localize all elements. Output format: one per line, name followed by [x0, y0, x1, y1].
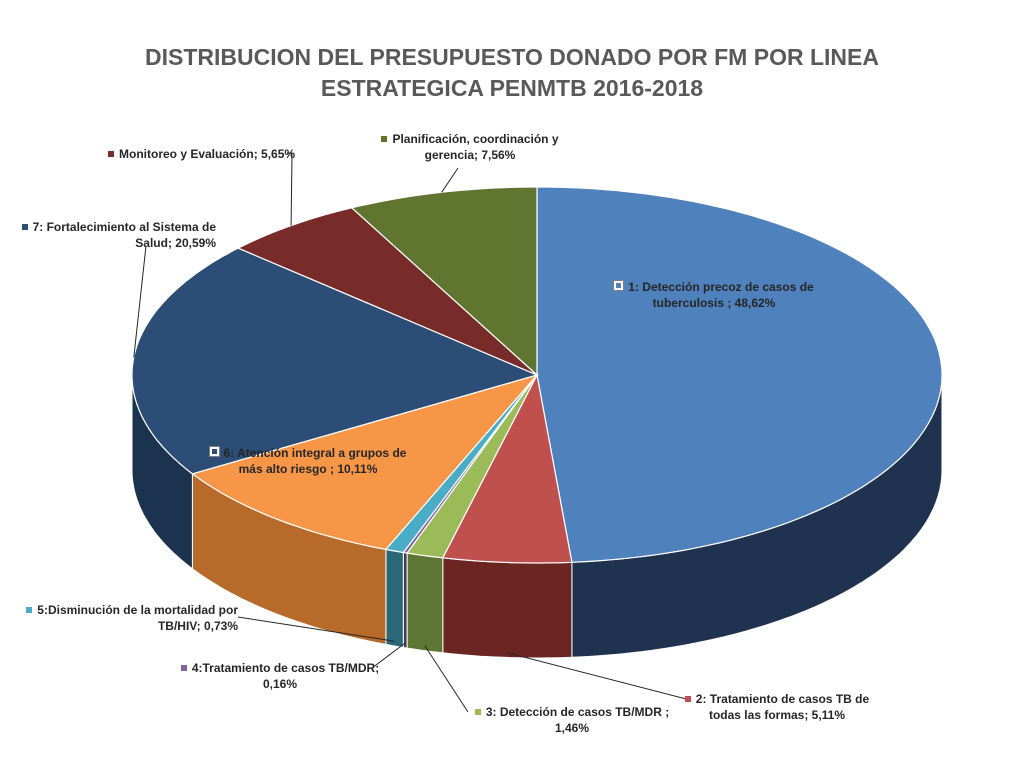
slice-label-2: 2: Tratamiento de casos TB de todas las … — [672, 691, 882, 723]
pie-tops — [131, 186, 943, 564]
leader-lines — [133, 152, 691, 713]
legend-marker-4 — [180, 665, 187, 671]
leader-line-2 — [506, 652, 691, 701]
leader-line-3 — [424, 645, 469, 713]
legend-marker-2 — [684, 696, 691, 702]
legend-marker-1 — [613, 280, 625, 291]
pie-sides — [131, 374, 943, 659]
slice-label-8: Monitoreo y Evaluación; 5,65% — [108, 146, 348, 162]
legend-marker-9 — [381, 136, 388, 142]
pie-slice-3 — [406, 374, 538, 559]
leader-line-5 — [237, 616, 395, 642]
leader-line-7 — [133, 245, 147, 358]
slice-label-4: 4:Tratamiento de casos TB/MDR; 0,16% — [170, 660, 390, 692]
leader-line-4 — [371, 642, 406, 669]
slice-label-6: 6: Atención integral a grupos de más alt… — [198, 445, 418, 477]
pie-slice-2 — [441, 373, 573, 564]
chart-title: DISTRIBUCION DEL PRESUPUESTO DONADO POR … — [0, 42, 1024, 104]
pie-slice-6 — [191, 373, 539, 551]
chart-title-line1: DISTRIBUCION DEL PRESUPUESTO DONADO POR … — [145, 44, 879, 70]
pie-side-2 — [442, 557, 573, 659]
slice-label-9: Planificación, coordinación y gerencia; … — [370, 131, 570, 163]
slice-label-1: 1: Detección precoz de casos de tubercul… — [584, 279, 844, 311]
legend-marker-7 — [21, 224, 28, 230]
leader-line-9 — [441, 167, 459, 193]
legend-marker-3 — [474, 709, 481, 715]
chart-title-line2: ESTRATEGICA PENMTB 2016-2018 — [320, 75, 704, 101]
pie-side-4 — [402, 551, 408, 649]
slice-label-5: 5:Disminución de la mortalidad por TB/HI… — [20, 602, 238, 634]
slice-label-3: 3: Detección de casos TB/MDR ; 1,46% — [462, 704, 682, 736]
legend-marker-6 — [208, 446, 220, 457]
legend-marker-8 — [108, 151, 114, 157]
legend-marker-5 — [26, 607, 33, 613]
pie-side-3 — [406, 552, 444, 654]
slice-label-7: 7: Fortalecimiento al Sistema de Salud; … — [20, 219, 216, 251]
pie-slice-1 — [536, 186, 943, 563]
pie-side-5 — [385, 548, 404, 649]
leader-line-8 — [287, 152, 293, 226]
